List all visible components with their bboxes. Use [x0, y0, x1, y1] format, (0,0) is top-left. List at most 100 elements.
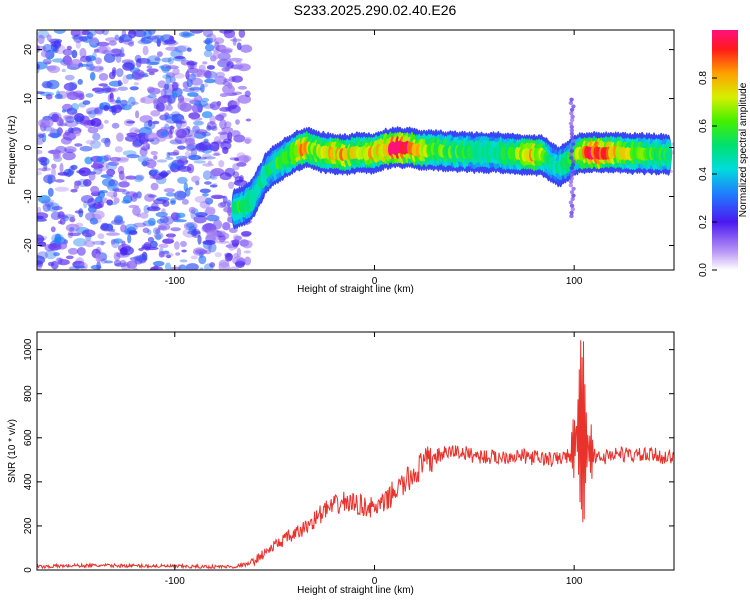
spike-cell [568, 179, 574, 184]
noise-speck [245, 118, 252, 122]
noise-speck [234, 157, 240, 162]
noise-speck [176, 212, 186, 218]
noise-speck [215, 114, 225, 121]
noise-speck [206, 121, 217, 130]
noise-speck [192, 125, 197, 134]
noise-speck [165, 40, 179, 46]
noise-speck [92, 132, 101, 141]
noise-speck [65, 255, 74, 260]
noise-speck [126, 120, 136, 124]
noise-speck [85, 107, 100, 115]
ridge-cell [664, 149, 672, 163]
noise-speck [208, 242, 217, 253]
noise-speck [206, 65, 215, 70]
noise-speck [37, 133, 45, 138]
y-tick-label: 20 [23, 44, 34, 56]
noise-speck [217, 202, 227, 209]
noise-speck [126, 260, 138, 270]
noise-speck [98, 83, 108, 87]
noise-speck [210, 141, 220, 152]
noise-speck [94, 107, 103, 115]
noise-speck [54, 233, 62, 243]
noise-speck [126, 74, 134, 80]
noise-speck [158, 251, 165, 258]
noise-speck [217, 230, 226, 237]
noise-speck [241, 240, 253, 249]
noise-speck [156, 159, 168, 163]
noise-speck [133, 222, 147, 228]
noise-speck [84, 156, 93, 165]
noise-speck [200, 83, 205, 93]
noise-speck [204, 70, 212, 79]
noise-speck [128, 230, 138, 236]
noise-speck [169, 139, 182, 145]
y-tick-label: 0 [23, 567, 34, 573]
noise-speck [98, 73, 109, 81]
noise-speck [234, 261, 246, 266]
spike-cell [569, 97, 574, 102]
noise-speck [108, 179, 119, 187]
noise-speck [160, 88, 167, 98]
noise-speck [44, 244, 55, 252]
noise-speck [103, 53, 116, 63]
noise-speck [100, 222, 109, 231]
noise-speck [193, 215, 207, 224]
noise-speck [142, 227, 150, 234]
spike-cell [571, 169, 576, 174]
noise-speck [198, 156, 207, 160]
noise-speck [68, 81, 73, 92]
spike-cell [569, 155, 574, 160]
noise-speck [166, 170, 171, 175]
noise-speck [177, 100, 187, 111]
noise-speck [211, 125, 218, 131]
noise-speck [185, 263, 199, 270]
spike-cell [569, 135, 575, 140]
noise-speck [125, 191, 138, 197]
noise-speck [71, 49, 78, 59]
noise-speck [237, 85, 248, 90]
noise-speck [73, 130, 81, 137]
noise-speck [89, 66, 103, 72]
noise-speck [88, 110, 97, 119]
noise-speck [92, 51, 97, 60]
noise-speck [79, 36, 88, 42]
noise-speck [111, 69, 116, 77]
noise-speck [147, 94, 157, 99]
noise-speck [192, 125, 200, 133]
spike-cell [569, 107, 575, 112]
noise-speck [172, 81, 179, 92]
noise-speck [164, 83, 170, 90]
noise-speck [191, 68, 203, 78]
noise-speck [216, 100, 222, 107]
noise-speck [175, 118, 182, 129]
noise-speck [51, 163, 57, 169]
noise-speck [180, 240, 187, 248]
noise-speck [37, 260, 44, 267]
noise-speck [99, 66, 104, 70]
noise-speck [113, 251, 121, 261]
noise-speck [147, 87, 161, 95]
noise-speck [150, 150, 158, 156]
noise-speck [201, 131, 211, 137]
noise-speck [65, 223, 80, 232]
noise-speck [171, 111, 181, 118]
noise-speck [215, 71, 225, 78]
noise-speck [227, 131, 233, 142]
noise-speck [134, 129, 140, 133]
noise-speck [106, 199, 113, 206]
noise-speck [109, 98, 115, 103]
noise-speck [231, 75, 243, 83]
noise-speck [222, 195, 228, 204]
noise-speck [202, 223, 217, 233]
noise-speck [190, 255, 198, 260]
noise-speck [206, 125, 212, 131]
spike-cell [569, 176, 575, 181]
noise-speck [103, 154, 112, 162]
spike-cell [569, 214, 574, 219]
spike-cell [570, 162, 576, 167]
x-tick-label: -100 [165, 576, 185, 587]
noise-speck [83, 179, 92, 187]
noise-speck [69, 218, 75, 222]
spike-cell [569, 190, 575, 195]
